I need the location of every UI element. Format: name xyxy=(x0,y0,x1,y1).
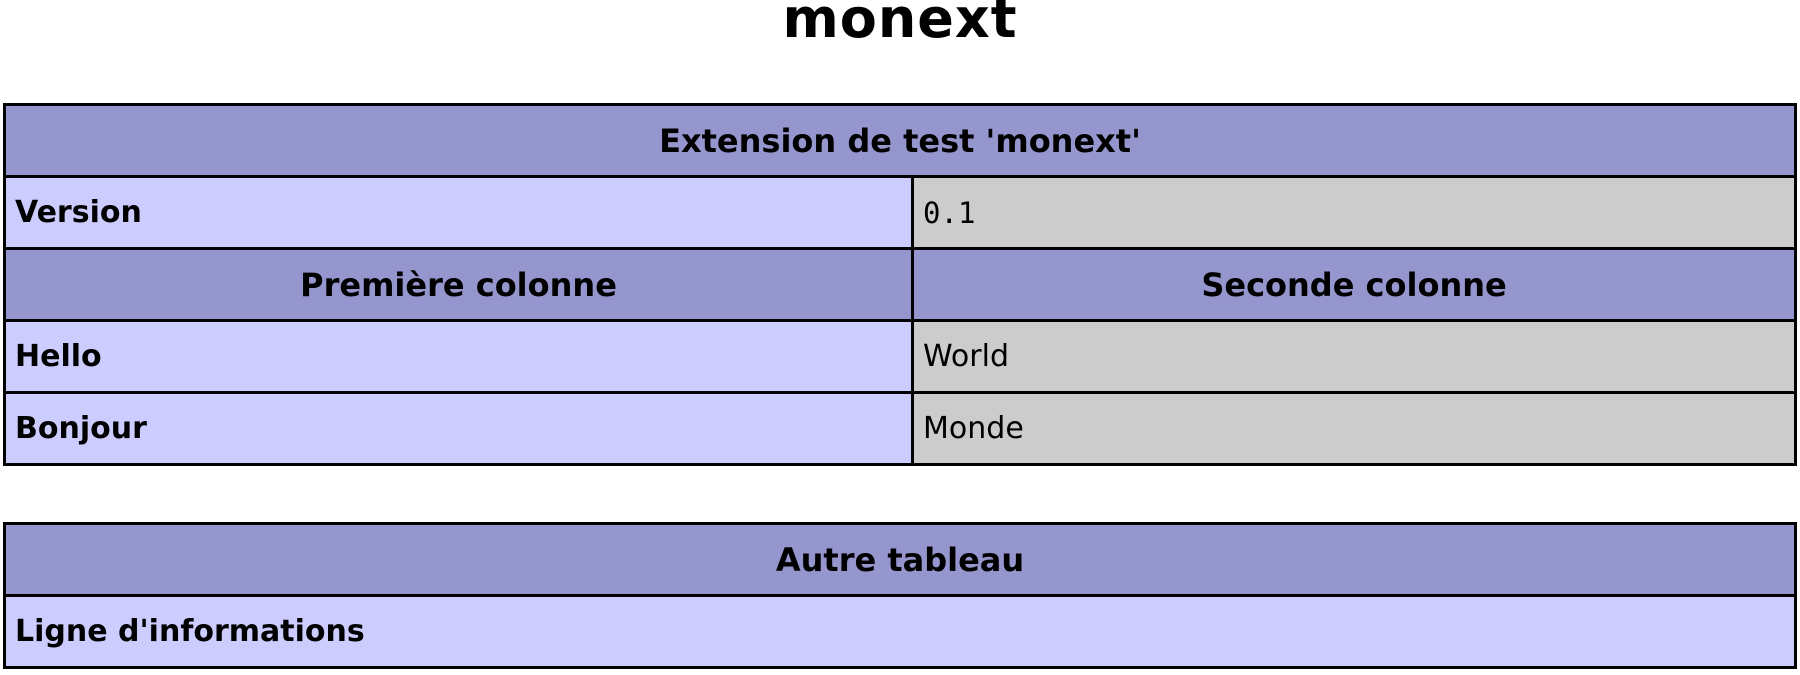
first-column-header: Première colonne xyxy=(2,247,915,322)
other-table-title-row: Autre tableau xyxy=(3,522,1797,597)
column-headers-row: Première colonne Seconde colonne xyxy=(2,247,1797,322)
info-row-label: Ligne d'informations xyxy=(3,594,1797,669)
info-row: Ligne d'informations xyxy=(3,594,1797,669)
page-title: monext xyxy=(782,0,1018,50)
other-table: Autre tableau Ligne d'informations xyxy=(3,522,1797,669)
row-value: Monde xyxy=(911,391,1797,466)
version-value: 0.1 xyxy=(911,175,1797,250)
extension-table-title: Extension de test 'monext' xyxy=(3,103,1797,178)
other-table-title: Autre tableau xyxy=(3,522,1797,597)
extension-info-table: Extension de test 'monext' Version 0.1 P… xyxy=(2,103,1797,466)
row-label: Bonjour xyxy=(2,391,915,466)
row-label: Hello xyxy=(2,319,915,394)
table-row: Bonjour Monde xyxy=(2,391,1797,466)
second-column-header: Seconde colonne xyxy=(911,247,1797,322)
version-label: Version xyxy=(2,175,915,250)
row-value: World xyxy=(911,319,1797,394)
extension-table-title-row: Extension de test 'monext' xyxy=(3,103,1797,178)
table-row: Hello World xyxy=(2,319,1797,394)
version-row: Version 0.1 xyxy=(2,175,1797,250)
